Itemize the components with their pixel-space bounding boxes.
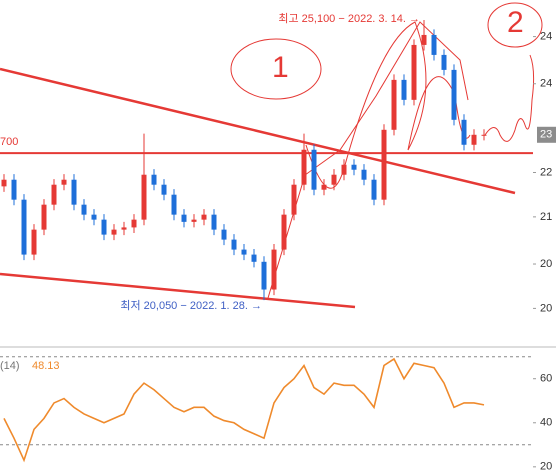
candle-body [381, 129, 387, 200]
candle-body [401, 79, 407, 100]
candle-body [471, 134, 477, 145]
candle-body [251, 254, 257, 262]
trend-line [0, 272, 356, 309]
hand-mark: 2 [507, 6, 524, 39]
candle-body [31, 229, 37, 255]
rsi-title: (14) [0, 360, 20, 372]
candle-body [291, 184, 297, 215]
rsi-value: 48.13 [32, 360, 60, 372]
candle-body [281, 214, 287, 250]
candle-body [371, 179, 377, 200]
candle-body [211, 214, 217, 230]
candle-body [11, 179, 17, 200]
candle-body [151, 174, 157, 185]
hand-line [484, 54, 535, 142]
price-badge [537, 126, 556, 143]
candle-body [21, 199, 27, 255]
candle-body [431, 34, 437, 55]
candle-body [361, 169, 367, 180]
y-tick-label: 60 [540, 373, 552, 385]
hand-circle [487, 2, 543, 48]
candle-body [391, 79, 397, 130]
candle-body [181, 214, 187, 222]
candle-body [201, 214, 207, 220]
candle-body [171, 194, 177, 215]
candle-body [311, 149, 317, 190]
annotation: 최저 20,050 − 2022. 1. 28. → [120, 299, 262, 312]
candle-body [41, 204, 47, 230]
candle-body [141, 174, 147, 220]
candle-body [461, 119, 467, 145]
candle-body [271, 249, 277, 290]
candle-body [411, 44, 417, 100]
candle-body [351, 164, 357, 170]
y-tick-label: 24 [540, 31, 552, 43]
candle-body [61, 179, 67, 185]
candle-body [131, 219, 137, 228]
hand-line [267, 21, 469, 299]
candle-body [301, 149, 307, 185]
candle-body [111, 229, 117, 235]
y-tick-label: 20 [540, 461, 552, 473]
candle-body [191, 219, 197, 222]
candle-body [231, 239, 237, 250]
candle-body [121, 227, 127, 230]
candle-body [321, 184, 327, 190]
candle-body [261, 261, 267, 290]
y-tick-label: 40 [540, 417, 552, 429]
candle-body [341, 164, 347, 175]
y-tick-label: 22 [540, 166, 552, 178]
annotation: 최고 25,100 − 2022. 3. 14. → [278, 12, 420, 25]
y-tick-label: 24 [540, 78, 552, 90]
y-tick-label: 21 [540, 211, 552, 223]
candle-body [481, 134, 487, 136]
y-tick-label: 20 [540, 302, 552, 314]
rsi-line [3, 357, 485, 463]
candle-body [51, 184, 57, 205]
candle-body [161, 184, 167, 195]
candle-body [441, 54, 447, 70]
candle-body [91, 214, 97, 220]
candle-body [1, 179, 7, 187]
level-label: 700 [0, 136, 18, 148]
candle-body [71, 179, 77, 205]
candle-body [451, 69, 457, 120]
candle-body [101, 219, 107, 235]
candle-body [331, 174, 337, 185]
candle-body [241, 249, 247, 255]
candle-body [81, 204, 87, 215]
hand-circle [230, 38, 322, 100]
trend-line [0, 67, 516, 195]
y-tick-label: 20 [540, 258, 552, 270]
hand-mark: 1 [272, 51, 289, 84]
candle-body [421, 34, 427, 45]
price-badge-label: 23 [540, 129, 552, 141]
candle-body [221, 229, 227, 240]
